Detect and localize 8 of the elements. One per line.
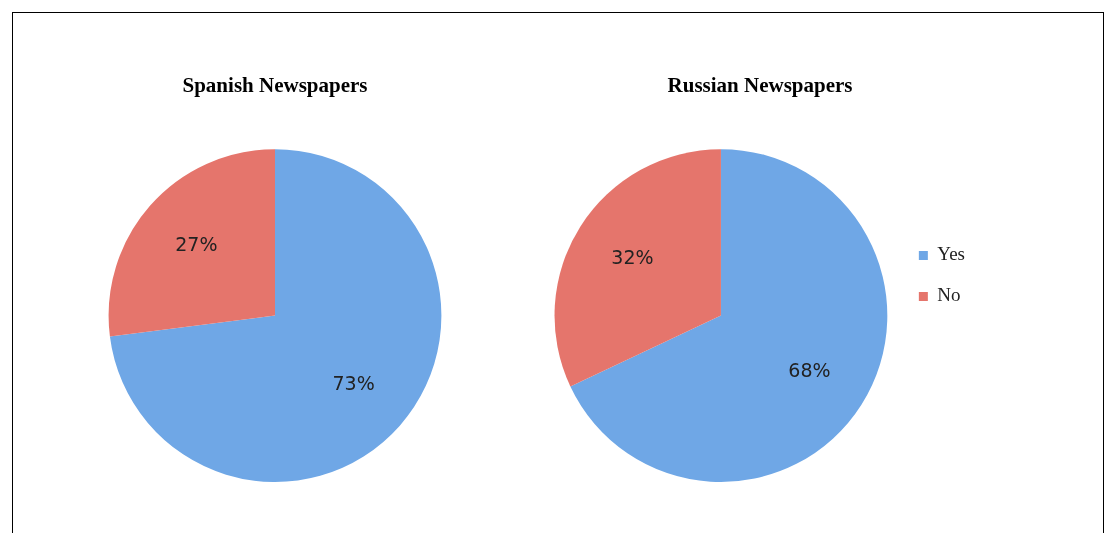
data-label: 27% [175, 233, 218, 256]
data-label: 68% [788, 358, 831, 381]
legend-label: No [937, 284, 961, 306]
chart-title: Russian Newspapers [667, 73, 853, 98]
data-label: 32% [611, 246, 654, 269]
chart-title: Spanish Newspapers [182, 73, 368, 98]
legend-label: Yes [937, 243, 966, 265]
data-label: 73% [332, 371, 375, 394]
